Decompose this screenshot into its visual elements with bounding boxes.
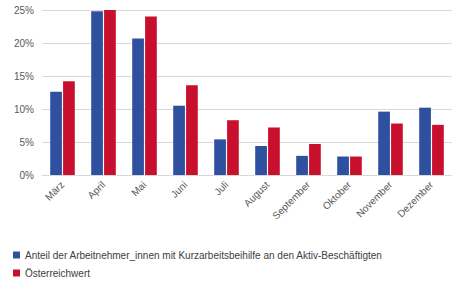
svg-text:Anteil der Arbeitnehmer_innen: Anteil der Arbeitnehmer_innen mit Kurzar… [25,250,382,261]
svg-text:10%: 10% [14,104,34,115]
svg-text:0%: 0% [20,170,35,181]
svg-text:April: April [85,179,107,201]
svg-text:September: September [270,179,313,222]
svg-text:Oktober: Oktober [320,179,353,212]
svg-text:Juni: Juni [169,179,190,200]
svg-text:August: August [242,179,272,209]
svg-text:Österreichwert: Österreichwert [25,268,90,279]
svg-text:Mai: Mai [129,179,148,198]
svg-text:5%: 5% [20,137,35,148]
svg-text:Juli: Juli [212,179,230,197]
svg-text:15%: 15% [14,71,34,82]
svg-text:Dezember: Dezember [395,179,436,220]
svg-text:20%: 20% [14,38,34,49]
svg-text:November: November [354,179,395,220]
svg-text:25%: 25% [14,5,34,16]
svg-text:März: März [43,179,66,202]
